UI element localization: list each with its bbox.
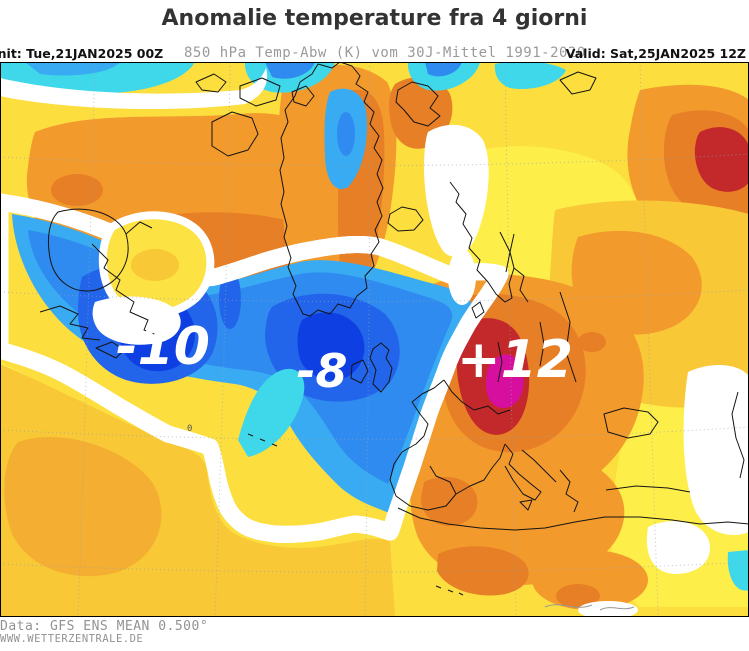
init-timestamp: Init: Tue,21JAN2025 00Z	[0, 46, 164, 61]
footer-bar: Data: GFS ENS MEAN 0.500° WWW.WETTERZENT…	[0, 617, 749, 651]
page-title: Anomalie temperature fra 4 giorni	[161, 6, 588, 31]
model-info-line: Init: Tue,21JAN2025 00Z 850 hPa Temp-Abw…	[0, 45, 749, 62]
anomaly-label-minus10: -10	[116, 317, 210, 377]
anomaly-label-minus8: -8	[296, 344, 347, 398]
data-source-label: Data: GFS ENS MEAN 0.500°	[0, 619, 209, 634]
valid-timestamp: Valid: Sat,25JAN2025 12Z	[565, 46, 746, 61]
website-label: WWW.WETTERZENTRALE.DE	[0, 633, 144, 645]
coastlines	[39, 61, 749, 596]
anomaly-map-svg: 0 -10 -8 +12	[0, 61, 749, 619]
parameter-label: 850 hPa Temp-Abw (K) vom 30J-Mittel 1991…	[184, 45, 586, 61]
anomaly-label-plus12: +12	[457, 330, 573, 390]
zero-contour-label: 0	[187, 424, 192, 434]
anomaly-map: 0 -10 -8 +12	[0, 61, 749, 619]
